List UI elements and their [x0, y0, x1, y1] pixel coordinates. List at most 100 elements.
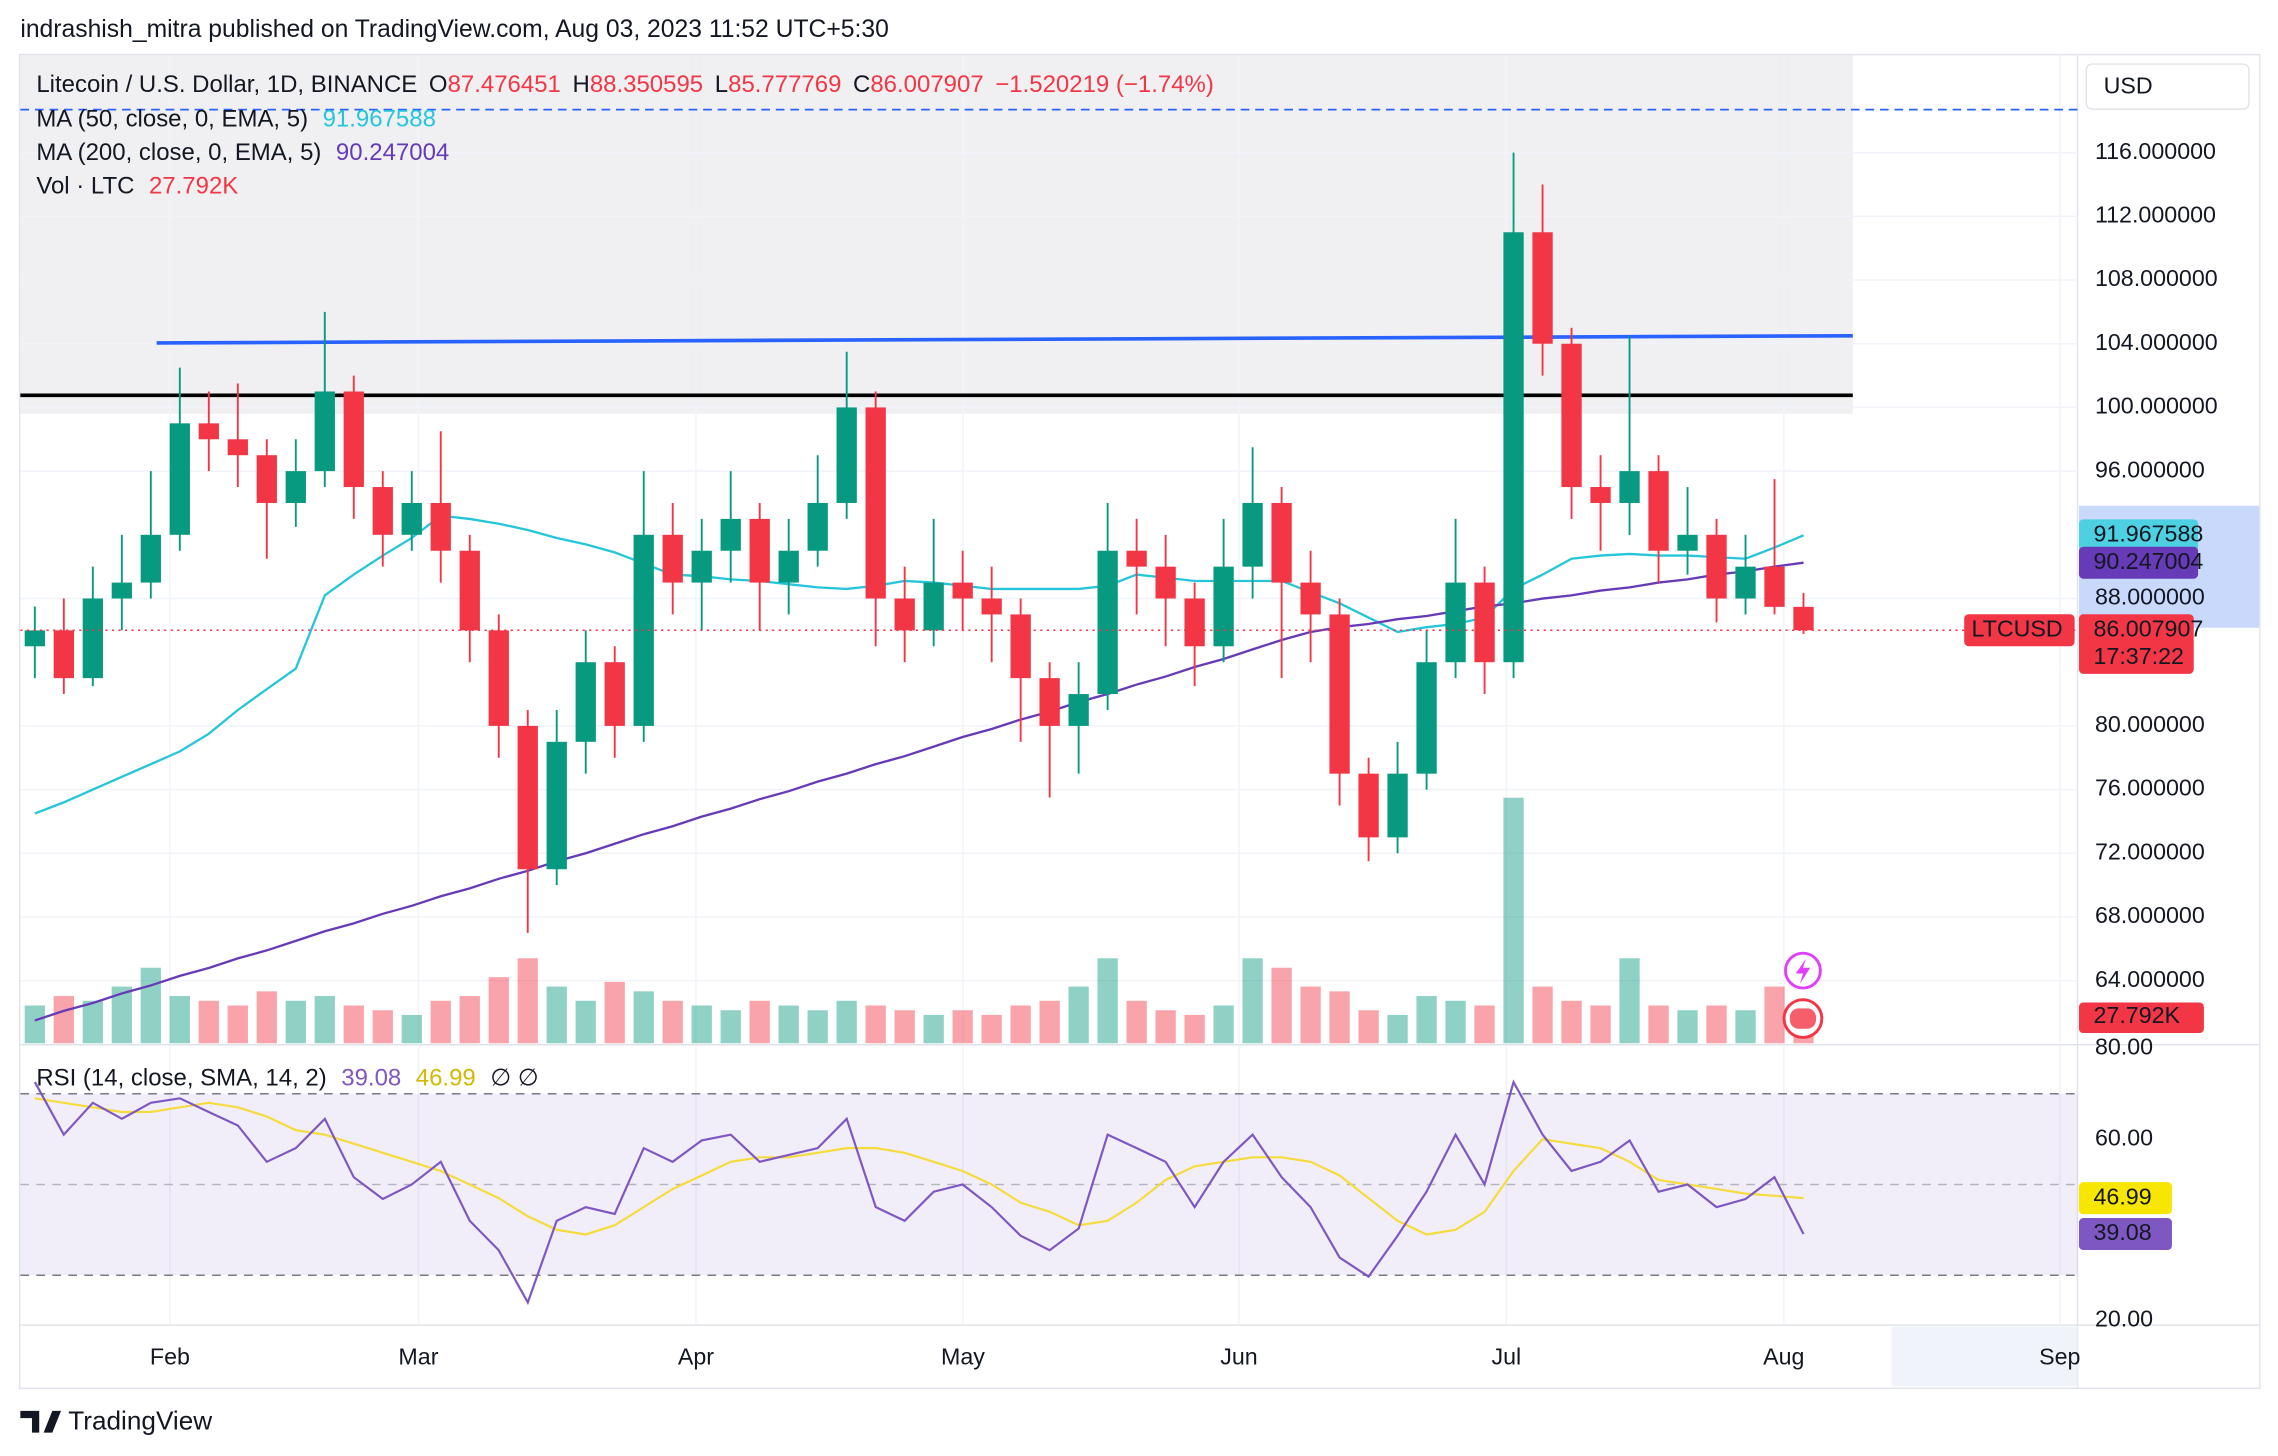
x-tick-label: May: [941, 1344, 985, 1370]
volume-value: 27.792K: [149, 173, 238, 200]
symbol-title: Litecoin / U.S. Dollar, 1D, BINANCE: [36, 71, 417, 98]
rsi-tick-label: 60.00: [2095, 1124, 2153, 1150]
volume-bar: [1590, 1005, 1611, 1044]
candle-body: [1010, 614, 1031, 679]
candle-body: [1416, 662, 1437, 774]
ma50-badge: [2078, 519, 2199, 552]
currency: USD: [2104, 72, 2153, 98]
candle-body: [372, 487, 393, 535]
volume-bar: [517, 958, 538, 1044]
volume-bar: [1619, 958, 1640, 1044]
rsi-tick-label: 80.00: [2095, 1034, 2153, 1060]
candle-body: [778, 550, 799, 583]
candle-body: [1503, 232, 1524, 663]
footer: TradingView: [20, 1405, 212, 1435]
volume-bar: [836, 1000, 857, 1044]
candle-body: [1474, 582, 1495, 663]
y-tick-label: 100.000000: [2095, 393, 2218, 419]
volume-bar: [1271, 967, 1292, 1044]
tv-logo-icon: [20, 1410, 62, 1433]
volume-bar: [1213, 1005, 1234, 1044]
y-tick-label: 64.000000: [2095, 966, 2205, 992]
candle-body: [1242, 502, 1263, 567]
candle-body: [633, 534, 654, 726]
volume-bar: [662, 1000, 683, 1044]
ohlc-letter: L: [715, 71, 728, 98]
candle-body: [1358, 773, 1379, 838]
ma200-value: 90.247004: [336, 139, 449, 166]
volume-bar: [256, 991, 277, 1044]
rsi-sma-value: 46.99: [416, 1065, 476, 1092]
volume-bar: [691, 1005, 712, 1044]
candle-body: [1677, 534, 1698, 551]
rsi-value: 39.08: [341, 1065, 401, 1092]
volume-bar: [140, 967, 161, 1044]
candle-body: [53, 630, 74, 679]
volume-bar: [1097, 958, 1118, 1044]
candle-body: [459, 550, 480, 631]
volume-bar: [1648, 1005, 1669, 1044]
candle-body: [1155, 566, 1176, 599]
volume-bar: [1068, 986, 1089, 1044]
volume-bar: [459, 996, 480, 1044]
volume-bar: [1764, 986, 1785, 1044]
x-tick-label: Sep: [2039, 1344, 2080, 1370]
candle-body: [82, 598, 103, 679]
volume-bar: [778, 1005, 799, 1044]
candle-body: [285, 471, 306, 503]
candle-body: [691, 550, 712, 583]
volume-bar: [1155, 1010, 1176, 1044]
volume-bar: [1387, 1014, 1408, 1044]
candle-body: [1590, 487, 1611, 503]
chart-frame: [18, 53, 2261, 1390]
candle-body: [1126, 550, 1147, 567]
publish-header: indrashish_mitra published on TradingVie…: [20, 16, 889, 43]
y-tick-label: 116.000000: [2095, 138, 2216, 164]
volume-bar: [285, 1000, 306, 1044]
y-tick-label: 76.000000: [2095, 775, 2205, 801]
volume-bar: [53, 996, 74, 1044]
candle-body: [546, 741, 567, 870]
volume-bar: [981, 1014, 1002, 1044]
flag-glyph: [1789, 1008, 1817, 1029]
price-badge: [2078, 614, 2194, 674]
currency-button[interactable]: [2085, 63, 2250, 110]
volume-name: Vol · LTC: [36, 173, 134, 200]
volume-bar: [198, 1000, 219, 1044]
candle-body: [488, 630, 509, 726]
volume-bar: [894, 1010, 915, 1044]
volume-bar: [82, 1000, 103, 1044]
candle-body: [836, 407, 857, 503]
rsi-badge: [2078, 1218, 2172, 1251]
volume-bar: [1329, 991, 1350, 1044]
candle-body: [1300, 582, 1321, 615]
candle-body: [401, 502, 422, 535]
volume-bar: [488, 977, 509, 1044]
volume-bar: [227, 1005, 248, 1044]
candle-body: [227, 439, 248, 456]
volume-bar: [1561, 1000, 1582, 1044]
volume-bar: [575, 1000, 596, 1044]
candle-body: [1648, 471, 1669, 551]
countdown-label: 17:37:22: [2093, 643, 2183, 669]
volume-bar: [1300, 986, 1321, 1044]
volume-bar: [1358, 1010, 1379, 1044]
volume-bar: [720, 1010, 741, 1044]
ma200-name: MA (200, close, 0, EMA, 5): [36, 139, 321, 166]
rsi-sma-badge-label: 46.99: [2093, 1183, 2151, 1209]
candle-body: [1706, 534, 1727, 599]
candle-body: [749, 518, 770, 583]
volume-bar: [604, 981, 625, 1044]
volume-bar: [24, 1005, 45, 1044]
candle-body: [1213, 566, 1234, 647]
rsi-sma-badge: [2078, 1182, 2172, 1215]
ma200-legend: MA (200, close, 0, EMA, 5) 90.247004: [36, 139, 449, 166]
volume-bar: [1416, 996, 1437, 1044]
volume-bar: [430, 1000, 451, 1044]
low-value: 85.777769: [728, 71, 841, 98]
candle-body: [575, 662, 596, 742]
volume-bar: [1474, 1005, 1495, 1044]
rsi-line: [33, 1079, 1805, 1306]
